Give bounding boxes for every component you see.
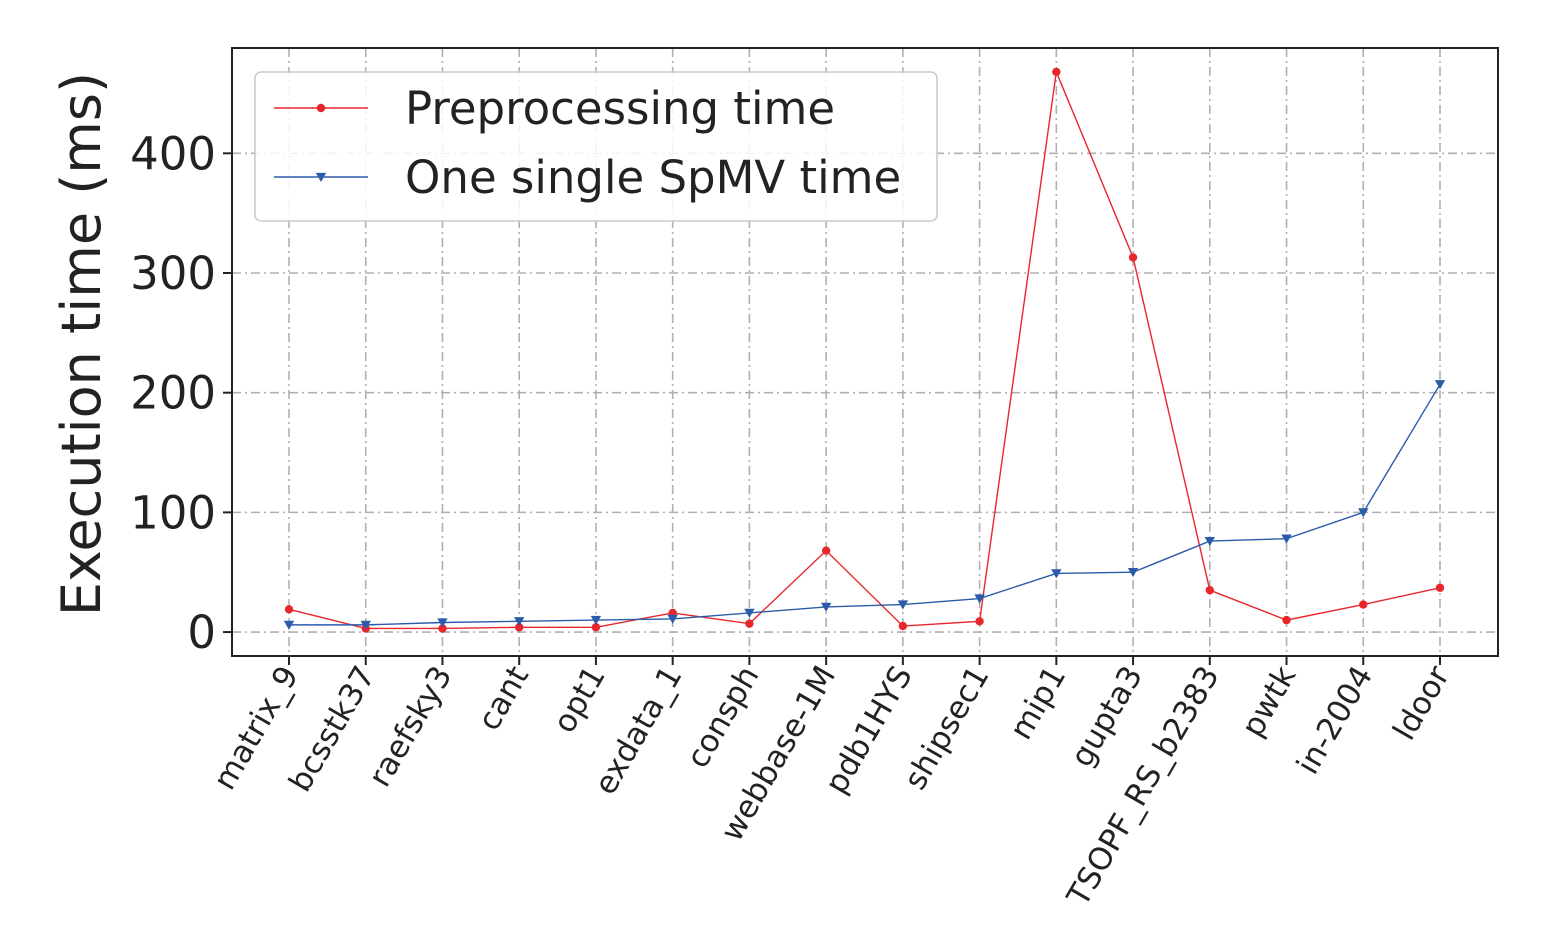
- series-line: [288, 69, 1441, 630]
- legend-label: Preprocessing time: [405, 82, 835, 135]
- data-point: [1281, 534, 1292, 544]
- data-point: [744, 608, 755, 618]
- x-tick-label: consph: [680, 660, 767, 774]
- data-point: [284, 605, 294, 614]
- x-tick-label: opt1: [546, 660, 612, 739]
- data-point: [283, 620, 295, 630]
- legend: Preprocessing time One single SpMV time: [254, 71, 938, 222]
- data-point: [1205, 585, 1215, 595]
- data-point: [745, 619, 754, 628]
- data-point: [590, 615, 602, 626]
- legend-box: [254, 71, 938, 222]
- series-spmv-time: [283, 380, 1446, 630]
- data-point: [438, 624, 447, 633]
- y-tick-label: 100: [130, 486, 216, 539]
- data-point: [1434, 380, 1446, 390]
- y-tick-label: 0: [187, 606, 216, 659]
- data-point: [897, 600, 909, 610]
- data-point: [1051, 569, 1062, 579]
- y-axis: 0 100 200 300 400: [130, 127, 232, 659]
- x-tick-label: gupta3: [1064, 660, 1150, 773]
- data-point: [1358, 508, 1369, 518]
- series-line: [289, 383, 1441, 626]
- y-tick-label: 200: [130, 367, 216, 420]
- x-tick-label: cant: [471, 660, 536, 737]
- y-tick-label: 300: [130, 247, 216, 300]
- triangle-down-marker-icon: [315, 172, 327, 182]
- x-tick-label: mip1: [1003, 660, 1073, 746]
- x-tick-label: TSOPF_RS_b2383: [1060, 660, 1227, 913]
- data-point: [514, 617, 525, 627]
- y-tick-label: 400: [130, 127, 216, 180]
- data-point: [898, 621, 908, 631]
- legend-entry: Preprocessing time: [274, 82, 835, 135]
- legend-label: One single SpMV time: [405, 151, 901, 204]
- plot-frame: [231, 47, 1499, 657]
- data-point: [360, 620, 371, 630]
- legend-entry: One single SpMV time: [274, 151, 901, 204]
- data-point: [1127, 568, 1139, 578]
- circle-marker-icon: [316, 103, 326, 113]
- data-point: [437, 618, 448, 628]
- x-tick-label: pwtk: [1235, 660, 1304, 743]
- data-point: [974, 594, 985, 604]
- data-point: [821, 546, 831, 555]
- data-point: [1435, 583, 1445, 592]
- y-axis-title: Execution time (ms): [50, 72, 113, 616]
- data-point: [515, 623, 524, 632]
- data-point: [1128, 253, 1138, 262]
- data-point: [667, 614, 678, 624]
- data-point: [820, 602, 832, 612]
- series-layer: [283, 67, 1446, 633]
- x-tick-label: ldoor: [1386, 660, 1457, 747]
- data-point: [1204, 536, 1215, 547]
- data-point: [975, 617, 984, 626]
- data-point: [591, 623, 601, 632]
- data-point: [1052, 67, 1061, 77]
- data-point: [1359, 600, 1368, 609]
- data-point: [1282, 615, 1291, 625]
